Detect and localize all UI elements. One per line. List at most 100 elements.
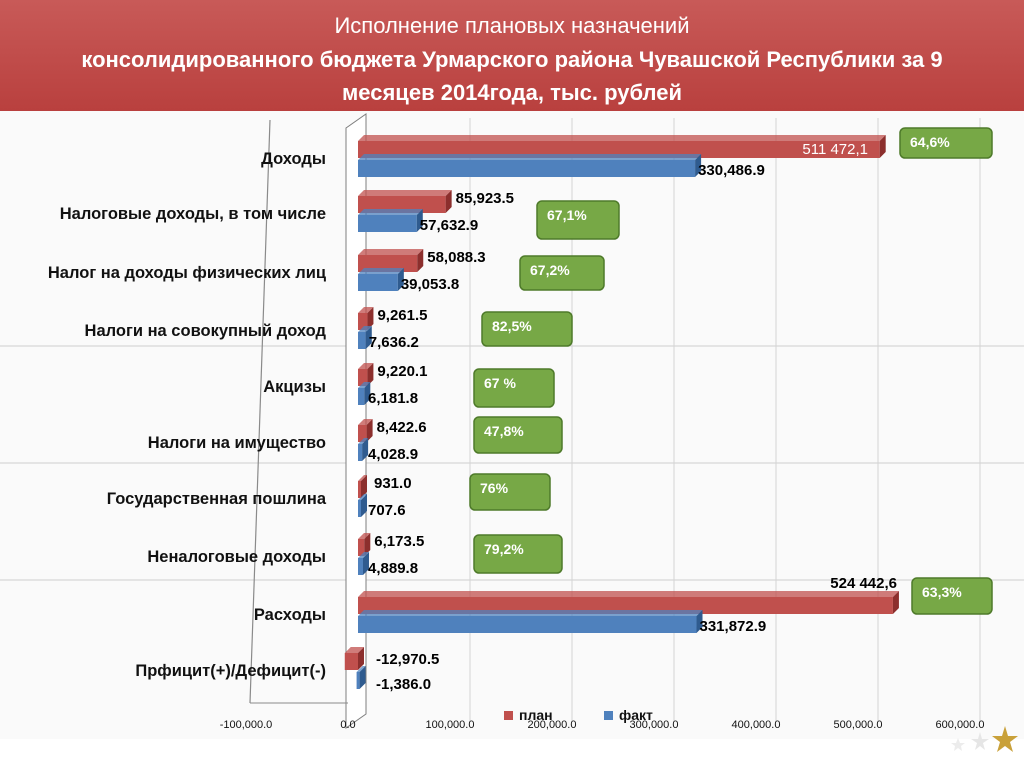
legend-swatch-fact bbox=[604, 711, 613, 720]
fact-value-label: 330,486.9 bbox=[698, 162, 765, 179]
x-tick-label: 300,000.0 bbox=[630, 719, 679, 731]
plan-value-label: 9,220.1 bbox=[377, 363, 427, 380]
fact-value-label: 4,028.9 bbox=[368, 446, 418, 463]
fact-value-label: 7,636.2 bbox=[369, 334, 419, 351]
fact-bar-side bbox=[362, 552, 369, 575]
fact-bar bbox=[358, 332, 366, 349]
fact-bar-side bbox=[365, 326, 372, 349]
legend-label-fact: факт bbox=[619, 707, 653, 723]
fact-bar bbox=[358, 215, 417, 232]
plan-value-label: 524 442,6 bbox=[830, 575, 897, 592]
plan-value-label: 6,173.5 bbox=[374, 533, 424, 550]
category-label: Прфицит(+)/Дефицит(-) bbox=[135, 662, 326, 680]
x-tick-label: -100,000.0 bbox=[220, 719, 273, 731]
percent-badge-text: 79,2% bbox=[484, 541, 524, 557]
plan-value-label: -12,970.5 bbox=[376, 651, 439, 668]
percent-badge-text: 82,5% bbox=[492, 318, 532, 334]
plan-bar bbox=[358, 196, 446, 213]
fact-bar-side bbox=[397, 268, 404, 291]
plan-bar-side bbox=[361, 475, 367, 498]
fact-bar bbox=[358, 500, 361, 517]
plan-bar-side bbox=[366, 419, 373, 442]
fact-value-label: -1,386.0 bbox=[376, 676, 431, 693]
x-tick-label: 500,000.0 bbox=[834, 719, 883, 731]
percent-badge-text: 67,1% bbox=[547, 207, 587, 223]
fact-bar-side bbox=[361, 494, 367, 517]
percent-badge bbox=[536, 200, 620, 240]
plan-value-label: 511 472,1 bbox=[802, 141, 868, 158]
fact-bar bbox=[358, 160, 696, 177]
fact-bar-top bbox=[358, 438, 369, 444]
fact-value-label: 57,632.9 bbox=[420, 217, 478, 234]
plan-bar bbox=[358, 539, 365, 556]
star-decoration-icon bbox=[951, 726, 1018, 752]
plan-value-label: 931.0 bbox=[374, 475, 412, 492]
fact-bar bbox=[356, 672, 360, 689]
plan-bar-top bbox=[358, 135, 886, 141]
category-label: Налоговые доходы, в том числе bbox=[60, 205, 326, 223]
category-label: Акцизы bbox=[263, 378, 326, 396]
x-tick-label: 0.0 bbox=[340, 719, 355, 731]
plan-bar-top bbox=[358, 190, 452, 196]
plan-bar bbox=[358, 313, 368, 330]
fact-value-label: 6,181.8 bbox=[368, 390, 418, 407]
fact-bar-top bbox=[358, 326, 372, 332]
percent-badge-text: 67,2% bbox=[530, 262, 570, 278]
percent-badge-text: 67 % bbox=[484, 375, 516, 391]
plan-bar-side bbox=[364, 533, 371, 556]
fact-value-label: 331,872.9 bbox=[700, 618, 767, 635]
percent-badge bbox=[481, 311, 573, 347]
depth-line bbox=[249, 119, 271, 704]
percent-badge-text: 76% bbox=[480, 480, 509, 496]
fact-bar bbox=[358, 616, 697, 633]
fact-bar-top bbox=[358, 552, 369, 558]
percent-badge bbox=[911, 577, 993, 615]
category-label: Государственная пошлина bbox=[107, 490, 327, 508]
plan-bar-top bbox=[358, 475, 367, 481]
x-tick-label: 600,000.0 bbox=[936, 719, 985, 731]
plan-value-label: 58,088.3 bbox=[427, 249, 485, 266]
percent-badge bbox=[899, 127, 993, 159]
fact-bar-side bbox=[695, 154, 702, 177]
plan-bar-top bbox=[358, 249, 424, 255]
fact-bar bbox=[358, 558, 363, 575]
category-label: Налог на доходы физических лиц bbox=[48, 264, 326, 282]
category-label: Доходы bbox=[261, 150, 326, 168]
fact-bar-top bbox=[358, 209, 423, 215]
plan-bar-top bbox=[358, 591, 899, 597]
plan-bar-side bbox=[445, 190, 452, 213]
category-label: Расходы bbox=[254, 606, 326, 624]
percent-badge bbox=[469, 473, 551, 511]
fact-bar-top bbox=[358, 154, 702, 160]
plan-bar-top bbox=[358, 533, 371, 539]
plan-bar-side bbox=[417, 249, 424, 272]
percent-badge-text: 64,6% bbox=[910, 134, 950, 150]
plan-bar bbox=[358, 425, 367, 442]
plan-value-label: 85,923.5 bbox=[456, 190, 514, 207]
title-line-1: Исполнение плановых назначений bbox=[334, 13, 690, 38]
fact-bar-side bbox=[359, 666, 366, 689]
fact-bar-top bbox=[358, 268, 404, 274]
fact-bar-side bbox=[362, 438, 369, 461]
legend-swatch-plan bbox=[504, 711, 513, 720]
fact-bar-top bbox=[356, 666, 366, 672]
fact-bar-top bbox=[358, 610, 703, 616]
percent-badge-text: 63,3% bbox=[922, 584, 962, 600]
fact-bar-top bbox=[358, 382, 371, 388]
plan-bar bbox=[358, 141, 880, 158]
plan-bar bbox=[344, 653, 358, 670]
percent-badge bbox=[473, 534, 563, 574]
title-line-2: консолидированного бюджета Урмарского ра… bbox=[81, 47, 943, 72]
plan-bar-side bbox=[367, 307, 374, 330]
plan-bar bbox=[358, 255, 418, 272]
plan-bar-side bbox=[367, 363, 374, 386]
plan-bar-side bbox=[879, 135, 886, 158]
fact-bar bbox=[358, 444, 363, 461]
plan-bar-top bbox=[358, 419, 373, 425]
fact-bar-side bbox=[416, 209, 423, 232]
plan-bar-top bbox=[358, 307, 374, 313]
percent-badge bbox=[519, 255, 605, 291]
plan-value-label: 8,422.6 bbox=[377, 419, 427, 436]
fact-value-label: 39,053.8 bbox=[401, 276, 459, 293]
bar-chart: Доходы 511 472,1 330,486.9 Налоговые доходы… bbox=[0, 111, 1024, 739]
